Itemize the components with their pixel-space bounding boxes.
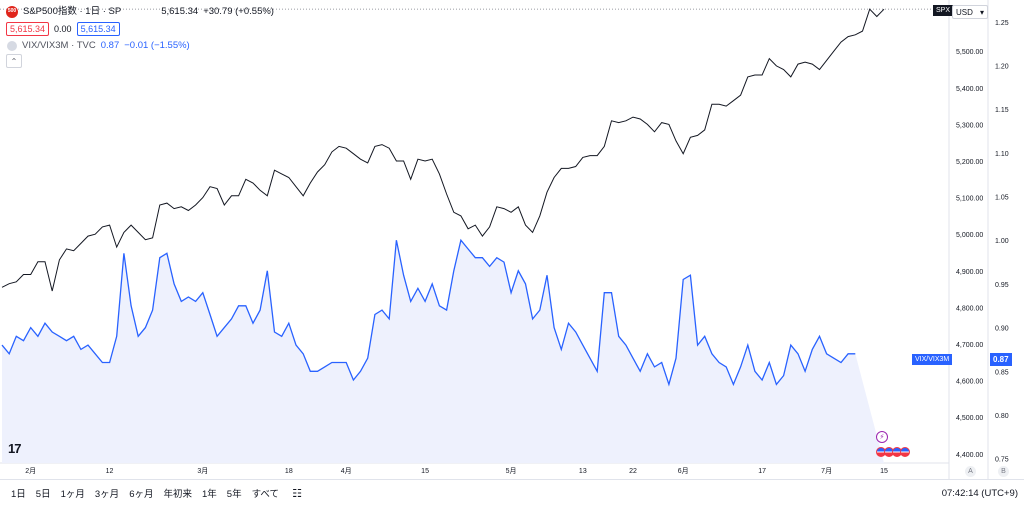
vix-price-label: 0.87 (990, 353, 1012, 366)
range-button-2[interactable]: 1ヶ月 (60, 489, 85, 500)
spx-scale-label: 4,900.00 (956, 269, 983, 276)
range-button-5[interactable]: 年初来 (163, 489, 192, 500)
vix-scale-label: 1.00 (995, 238, 1009, 245)
spx-scale-label: 4,600.00 (956, 379, 983, 386)
spx-scale-label: 5,200.00 (956, 159, 983, 166)
spx-scale-label: 4,700.00 (956, 342, 983, 349)
tradingview-logo-icon[interactable]: 17 (8, 441, 22, 456)
range-button-6[interactable]: 1年 (202, 489, 217, 500)
time-axis-label: 12 (106, 468, 114, 475)
compare-symbol[interactable]: VIX/VIX3M · TVC (22, 40, 96, 51)
time-axis-label: 6月 (678, 467, 689, 475)
time-axis-label: 5月 (506, 467, 517, 475)
spx-scale-tag: SPX (933, 5, 954, 16)
vix-scale-label: 1.10 (995, 151, 1009, 158)
spx-scale-label: 5,000.00 (956, 232, 983, 239)
time-axis-label: 15 (421, 468, 429, 475)
currency-select[interactable]: USD ▾ (952, 5, 988, 19)
auto-scale-button[interactable]: A (965, 466, 976, 477)
currency-label: USD (956, 7, 973, 17)
bid-ask-row: 5,615.34 0.00 5,615.34 (6, 22, 274, 36)
compare-change: −0.01 (−1.55%) (124, 40, 190, 51)
clock[interactable]: 07:42:14 (UTC+9) (941, 487, 1018, 499)
time-axis-label: 3月 (197, 467, 208, 475)
main-price: 5,615.34 (161, 6, 199, 17)
scale-b-button[interactable]: B (998, 466, 1009, 477)
spx-scale-label: 4,800.00 (956, 305, 983, 312)
vix-scale-label: 0.90 (995, 326, 1009, 333)
vix-symbol-icon (7, 40, 17, 51)
range-button-8[interactable]: すべて (251, 489, 280, 500)
vix-series-tag: VIX/VIX3M (912, 354, 953, 365)
vix-scale-label: 1.20 (995, 64, 1009, 71)
vix-scale-label: 1.25 (995, 20, 1009, 27)
time-axis-label: 17 (758, 468, 766, 475)
vix-scale-label: 0.95 (995, 282, 1009, 289)
range-button-4[interactable]: 6ヶ月 (129, 489, 154, 500)
legend: 500 S&P500指数 · 1日 · SP 5,615.34 +30.79 (… (6, 5, 274, 68)
range-button-3[interactable]: 3ヶ月 (94, 489, 120, 500)
time-axis-label: 18 (285, 468, 293, 475)
vix-scale-label: 1.05 (995, 195, 1009, 202)
range-button-0[interactable]: 1日 (11, 489, 26, 500)
vix-scale-label: 1.15 (995, 107, 1009, 114)
time-axis-label: 7月 (821, 467, 832, 475)
legend-collapse-row: ⌃ (6, 52, 274, 68)
main-change: +30.79 (+0.55%) (203, 6, 274, 17)
calendar-range-icon[interactable]: ☷ (292, 487, 302, 500)
spx-scale-label: 5,500.00 (956, 49, 983, 56)
buy-price-button[interactable]: 5,615.34 (76, 22, 120, 36)
spx-scale-label: 4,400.00 (956, 452, 983, 459)
chart-canvas[interactable]: 5,500.00 5,400.00 5,300.00 5,200.00 5,100.00… (0, 0, 1024, 479)
sp500-logo-icon: 500 (6, 5, 18, 18)
range-button-7[interactable]: 5年 (226, 489, 242, 500)
spx-scale-label: 5,400.00 (956, 86, 983, 93)
main-series-row[interactable]: 500 S&P500指数 · 1日 · SP 5,615.34 +30.79 (… (6, 5, 274, 18)
spx-scale-label: 5,100.00 (956, 196, 983, 203)
sell-price-button[interactable]: 5,615.34 (6, 22, 50, 36)
compare-price: 0.87 (100, 40, 120, 51)
vix-scale-label: 0.75 (995, 457, 1009, 464)
economic-events[interactable] (876, 447, 910, 457)
main-symbol[interactable]: S&P500指数 · 1日 · SP (23, 6, 122, 17)
vix-series-line[interactable] (1, 238, 856, 387)
bottom-toolbar: 1日 5日 1ヶ月 3ヶ月 6ヶ月 年初来 1年 5年 すべて ☷ 07:42:14 (UTC+… (0, 479, 1024, 506)
vix-scale-label: 0.80 (995, 413, 1009, 420)
chevron-up-icon[interactable]: ⌃ (6, 54, 22, 68)
time-axis-label: 15 (880, 468, 888, 475)
time-axis-label: 13 (579, 468, 587, 475)
spx-scale-label: 5,300.00 (956, 122, 983, 129)
spx-scale-label: 4,500.00 (956, 415, 983, 422)
time-axis-label: 4月 (341, 467, 352, 475)
spx-series-line[interactable] (1, 8, 885, 292)
us-flag-icon[interactable] (900, 447, 910, 457)
time-axis-label: 2月 (25, 467, 36, 475)
vix-area-fill (2, 240, 884, 463)
range-button-1[interactable]: 5日 (35, 489, 51, 500)
lightning-event-icon[interactable]: ⚡ (876, 431, 888, 443)
date-range-buttons: 1日 5日 1ヶ月 3ヶ月 6ヶ月 年初来 1年 5年 すべて (6, 486, 284, 500)
time-axis-label: 22 (629, 468, 637, 475)
vix-scale-label: 0.85 (995, 369, 1009, 376)
chevron-down-icon: ▾ (979, 7, 984, 17)
compare-series-row[interactable]: VIX/VIX3M · TVC 0.87 −0.01 (−1.55%) (6, 39, 274, 52)
spread-value: 0.00 (54, 23, 72, 34)
